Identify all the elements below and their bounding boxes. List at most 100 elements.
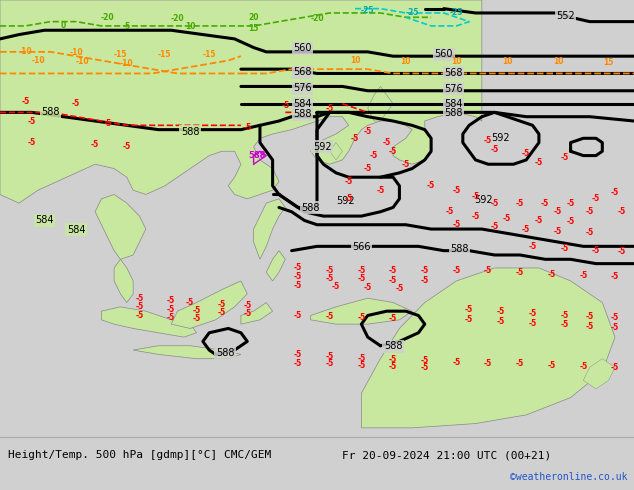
Text: -5: -5 bbox=[579, 362, 588, 371]
Text: -5: -5 bbox=[192, 315, 201, 323]
Text: -5: -5 bbox=[528, 242, 537, 251]
Text: 568: 568 bbox=[444, 68, 463, 77]
Text: 552: 552 bbox=[556, 11, 575, 21]
Text: 588: 588 bbox=[216, 348, 235, 358]
Text: 588: 588 bbox=[41, 107, 60, 117]
Text: -5: -5 bbox=[553, 227, 562, 236]
Text: -5: -5 bbox=[611, 323, 619, 332]
Text: -5: -5 bbox=[243, 123, 252, 132]
Text: -5: -5 bbox=[357, 313, 366, 322]
Text: -5: -5 bbox=[490, 145, 499, 153]
Text: -5: -5 bbox=[167, 304, 176, 314]
Text: 588: 588 bbox=[444, 108, 463, 118]
Text: 20: 20 bbox=[249, 13, 259, 22]
Text: -5: -5 bbox=[167, 313, 176, 322]
Text: -5: -5 bbox=[496, 307, 505, 316]
Text: 566: 566 bbox=[352, 242, 371, 252]
Text: 588: 588 bbox=[384, 341, 403, 351]
Text: -5: -5 bbox=[357, 274, 366, 283]
Text: -5: -5 bbox=[420, 356, 429, 366]
Text: -5: -5 bbox=[325, 103, 334, 113]
Text: 10: 10 bbox=[451, 57, 462, 66]
Text: -5: -5 bbox=[452, 220, 461, 229]
Text: -5: -5 bbox=[389, 355, 398, 364]
Text: -5: -5 bbox=[579, 271, 588, 280]
Polygon shape bbox=[311, 298, 412, 324]
Text: 584: 584 bbox=[444, 99, 463, 109]
Text: -5: -5 bbox=[27, 117, 36, 125]
Text: -5: -5 bbox=[389, 147, 398, 156]
Text: -5: -5 bbox=[452, 266, 461, 274]
Text: -5: -5 bbox=[585, 312, 594, 321]
Text: -5: -5 bbox=[465, 315, 474, 324]
Text: -5: -5 bbox=[490, 222, 499, 231]
Text: 584: 584 bbox=[35, 216, 54, 225]
Text: -5: -5 bbox=[243, 309, 252, 318]
Text: -5: -5 bbox=[465, 304, 474, 314]
Text: -5: -5 bbox=[91, 140, 100, 149]
Text: -5: -5 bbox=[344, 177, 353, 186]
Text: 592: 592 bbox=[491, 133, 510, 143]
Text: -5: -5 bbox=[484, 359, 493, 368]
Text: -5: -5 bbox=[560, 311, 569, 320]
Text: -5: -5 bbox=[503, 214, 512, 223]
Text: -10: -10 bbox=[18, 48, 32, 56]
Text: 568: 568 bbox=[293, 67, 312, 77]
Polygon shape bbox=[583, 359, 615, 389]
Text: 588: 588 bbox=[301, 203, 320, 213]
Text: 588: 588 bbox=[248, 151, 266, 160]
Text: -5: -5 bbox=[122, 143, 131, 151]
Text: -5: -5 bbox=[560, 244, 569, 253]
Text: -15: -15 bbox=[113, 49, 127, 58]
Text: -5: -5 bbox=[534, 158, 543, 167]
Text: 588: 588 bbox=[181, 127, 200, 137]
Text: -5: -5 bbox=[515, 359, 524, 368]
Text: -5: -5 bbox=[192, 306, 201, 315]
Text: -5: -5 bbox=[592, 195, 600, 203]
Text: -10: -10 bbox=[75, 57, 89, 66]
Text: 10: 10 bbox=[185, 23, 195, 31]
Text: -5: -5 bbox=[135, 302, 144, 311]
Text: -5: -5 bbox=[611, 188, 619, 197]
Text: -5: -5 bbox=[27, 138, 36, 147]
Text: -5: -5 bbox=[370, 151, 378, 160]
Text: -5: -5 bbox=[325, 274, 334, 283]
Polygon shape bbox=[361, 268, 615, 428]
Text: 10: 10 bbox=[502, 57, 512, 66]
Polygon shape bbox=[114, 259, 133, 302]
Text: 0: 0 bbox=[61, 22, 66, 30]
Text: -5: -5 bbox=[363, 127, 372, 136]
Text: 592: 592 bbox=[313, 142, 332, 152]
Text: -5: -5 bbox=[522, 149, 531, 158]
Polygon shape bbox=[171, 281, 247, 328]
Text: -20: -20 bbox=[101, 13, 115, 22]
Text: -5: -5 bbox=[135, 294, 144, 303]
Text: -5: -5 bbox=[389, 276, 398, 285]
Text: -10: -10 bbox=[31, 56, 45, 65]
Text: -5: -5 bbox=[135, 311, 144, 320]
Text: -5: -5 bbox=[496, 318, 505, 326]
Text: -10: -10 bbox=[120, 59, 134, 68]
Polygon shape bbox=[95, 195, 146, 259]
Text: 15: 15 bbox=[249, 24, 259, 33]
Text: -5: -5 bbox=[344, 195, 353, 203]
Text: -5: -5 bbox=[528, 309, 537, 318]
Text: -5: -5 bbox=[515, 268, 524, 277]
Text: 588: 588 bbox=[293, 109, 312, 119]
Text: -5: -5 bbox=[357, 266, 366, 274]
Text: -5: -5 bbox=[389, 315, 398, 323]
Text: -5: -5 bbox=[325, 312, 334, 321]
Text: -5: -5 bbox=[547, 361, 556, 369]
Text: -5: -5 bbox=[528, 319, 537, 328]
Text: -25: -25 bbox=[405, 8, 419, 17]
Text: -5: -5 bbox=[420, 276, 429, 285]
Text: -5: -5 bbox=[21, 97, 30, 106]
Polygon shape bbox=[330, 143, 342, 160]
Text: 592: 592 bbox=[474, 195, 493, 205]
Text: -5: -5 bbox=[357, 354, 366, 363]
Text: -5: -5 bbox=[363, 164, 372, 173]
Text: 5: 5 bbox=[124, 23, 129, 31]
Text: 10: 10 bbox=[553, 57, 563, 66]
Text: -25: -25 bbox=[450, 8, 463, 18]
Text: -5: -5 bbox=[217, 300, 226, 309]
